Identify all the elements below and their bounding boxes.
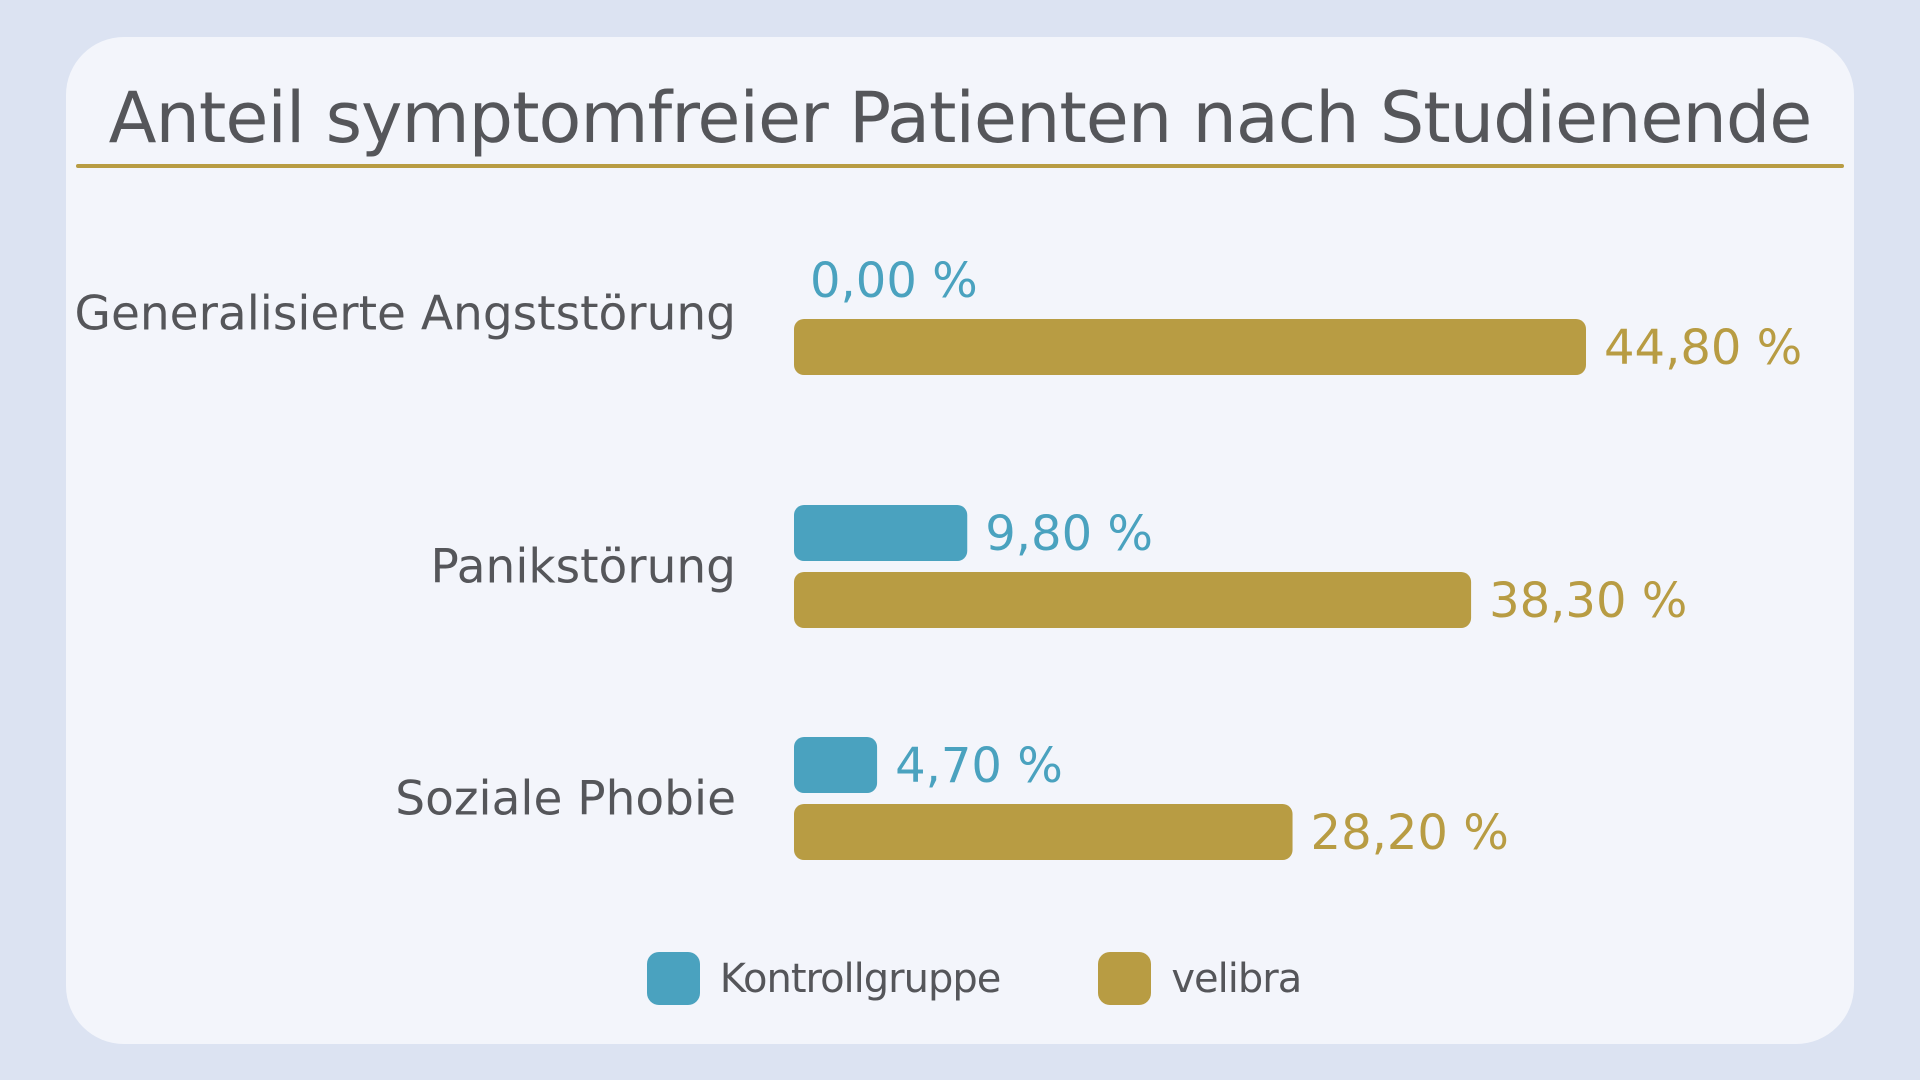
title-divider <box>76 164 1844 168</box>
value-label-velibra-generalisierte-angstst-rung: 44,80 % <box>1604 320 1802 376</box>
legend-item-velibra: velibra <box>1098 952 1302 1005</box>
chart-card: Anteil symptomfreier Patienten nach Stud… <box>66 37 1854 1044</box>
legend-item-kontrollgruppe: Kontrollgruppe <box>646 952 1002 1005</box>
bar-kontrollgruppe-soziale-phobie <box>794 737 878 793</box>
bar-velibra-generalisierte-angstst-rung <box>794 319 1586 375</box>
bar-velibra-panikst-rung <box>794 572 1472 628</box>
category-label-panikst-rung: Panikstörung <box>431 540 737 595</box>
legend-label-kontrollgruppe: Kontrollgruppe <box>719 955 1002 1002</box>
bar-kontrollgruppe-panikst-rung <box>794 505 968 561</box>
category-label-generalisierte-angstst-rung: Generalisierte Angststörung <box>75 287 736 342</box>
bar-velibra-soziale-phobie <box>794 804 1293 860</box>
category-label-soziale-phobie: Soziale Phobie <box>395 772 736 827</box>
legend: Kontrollgruppe velibra <box>66 952 1854 1005</box>
value-label-velibra-panikst-rung: 38,30 % <box>1489 573 1687 629</box>
value-label-kontrollgruppe-soziale-phobie: 4,70 % <box>895 738 1063 794</box>
value-label-velibra-soziale-phobie: 28,20 % <box>1311 805 1509 861</box>
legend-swatch-kontrollgruppe <box>646 952 700 1005</box>
chart-title: Anteil symptomfreier Patienten nach Stud… <box>108 77 1813 159</box>
bar-chart: Generalisierte Angststörung 0,00 % 44,80 %… <box>75 253 1803 861</box>
legend-swatch-velibra <box>1098 952 1152 1005</box>
value-label-kontrollgruppe-panikst-rung: 9,80 % <box>985 506 1153 562</box>
legend-label-velibra: velibra <box>1171 955 1302 1002</box>
value-label-kontrollgruppe-generalisierte-angstst-rung: 0,00 % <box>810 253 978 309</box>
